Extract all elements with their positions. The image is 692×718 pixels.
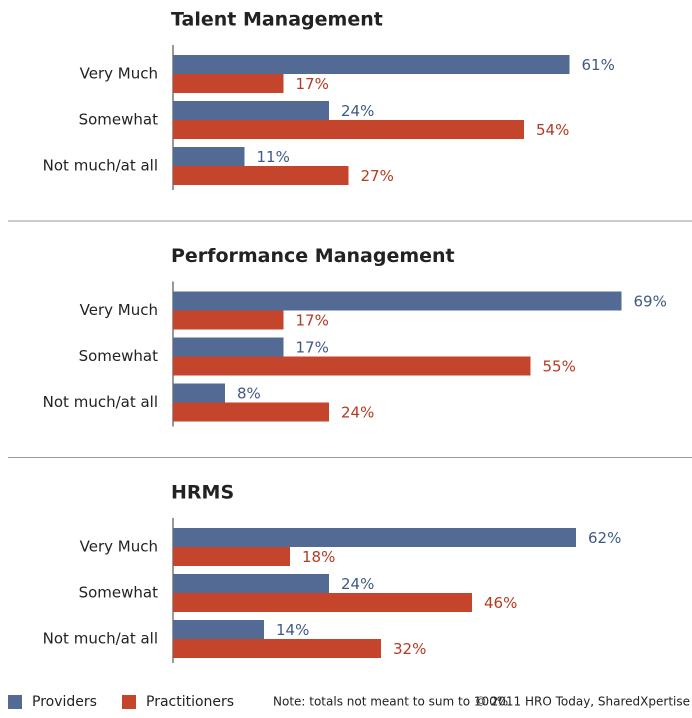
bar [173, 120, 524, 139]
category-label: Somewhat [79, 347, 159, 365]
legend-label: Providers [32, 694, 97, 710]
category-label: Very Much [80, 538, 158, 556]
bar [173, 101, 329, 120]
value-label: 24% [341, 575, 374, 593]
bar [173, 383, 225, 403]
value-label: 18% [302, 548, 335, 566]
bar [173, 620, 264, 639]
chart-title: HRMS [171, 482, 234, 504]
bar [173, 639, 381, 658]
bar [173, 574, 329, 593]
value-label: 27% [361, 167, 394, 185]
bar [173, 593, 472, 612]
value-label: 14% [276, 621, 309, 639]
category-label: Not much/at all [43, 157, 158, 175]
category-label: Somewhat [79, 584, 159, 602]
value-label: 61% [582, 56, 615, 74]
value-label: 8% [237, 385, 261, 403]
source: © 2011 HRO Today, SharedXpertise [475, 695, 690, 709]
value-label: 11% [257, 148, 290, 166]
legend-label: Practitioners [146, 694, 234, 710]
value-label: 17% [296, 75, 329, 93]
note: Note: totals not meant to sum to 100%. [273, 695, 512, 709]
bar [173, 310, 284, 330]
legend-swatch [8, 695, 22, 709]
value-label: 54% [536, 121, 569, 139]
bar [173, 402, 329, 422]
bar [173, 55, 570, 74]
bar [173, 291, 622, 311]
bar [173, 166, 349, 185]
legend-swatch [122, 695, 136, 709]
chart-title: Performance Management [171, 245, 455, 267]
value-label: 46% [484, 594, 517, 612]
value-label: 24% [341, 102, 374, 120]
bar [173, 356, 531, 376]
category-label: Not much/at all [43, 393, 158, 411]
value-label: 55% [543, 358, 576, 376]
category-label: Very Much [80, 65, 158, 83]
category-label: Not much/at all [43, 630, 158, 648]
bar [173, 528, 576, 547]
bar [173, 147, 245, 166]
value-label: 24% [341, 404, 374, 422]
value-label: 17% [296, 312, 329, 330]
value-label: 69% [634, 293, 667, 311]
bar [173, 74, 284, 93]
bar [173, 337, 284, 357]
category-label: Somewhat [79, 111, 159, 129]
value-label: 32% [393, 640, 426, 658]
chart-title: Talent Management [171, 9, 383, 31]
value-label: 17% [296, 339, 329, 357]
category-label: Very Much [80, 301, 158, 319]
value-label: 62% [588, 529, 621, 547]
bar [173, 547, 290, 566]
